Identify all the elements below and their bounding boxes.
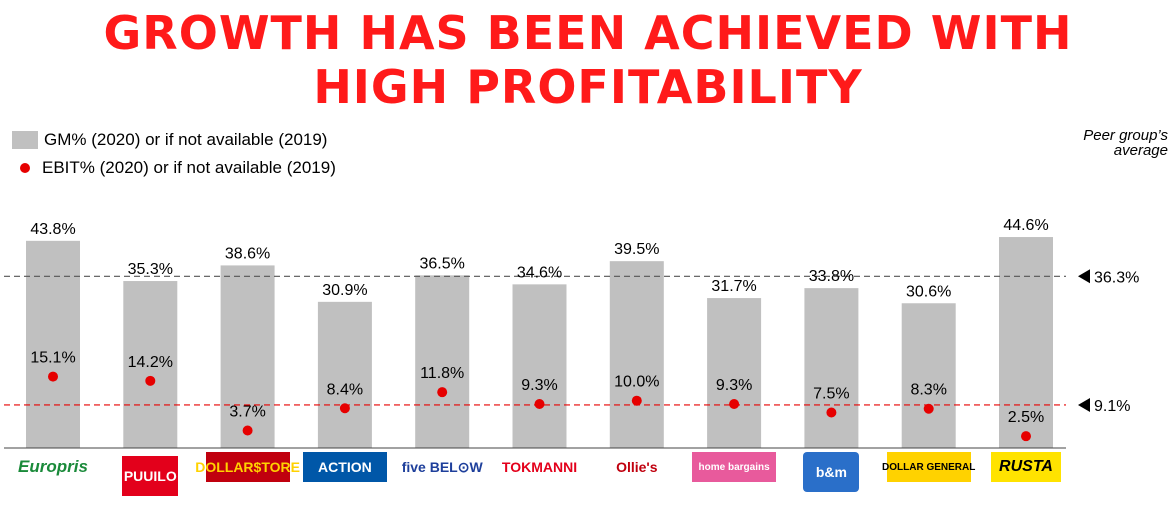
ebit-data-label: 8.3%: [910, 382, 946, 399]
gm-bar: [415, 275, 470, 448]
ebit-data-label: 9.3%: [716, 377, 752, 394]
gm-data-label: 36.5%: [420, 255, 465, 272]
legend-ebit-swatch: [20, 163, 30, 173]
ebit-data-label: 3.7%: [229, 403, 265, 420]
retailer-logo: RUSTA: [991, 452, 1061, 482]
ebit-data-label: 14.2%: [128, 354, 173, 371]
ebit-data-label: 7.5%: [813, 386, 849, 403]
gm-data-label: 30.9%: [322, 282, 367, 299]
gm-data-label: 38.6%: [225, 245, 270, 262]
retailer-logo: DOLLAR$TORE: [195, 452, 300, 482]
retailer-logo: PUUILO: [122, 456, 179, 496]
ebit-data-label: 15.1%: [30, 350, 75, 367]
average-label: 36.3%: [1094, 269, 1139, 286]
ebit-dot: [1021, 431, 1031, 442]
gm-bar: [707, 298, 762, 448]
gm-data-label: 35.3%: [128, 261, 173, 278]
ebit-dot: [923, 403, 934, 414]
gm-bar: [999, 237, 1053, 448]
average-marker-icon: [1078, 397, 1090, 412]
title-line-1: GROWTH HAS BEEN ACHIEVED WITH: [103, 6, 1073, 60]
gm-bar: [512, 284, 567, 448]
ebit-dot: [534, 399, 545, 410]
gm-data-label: 30.6%: [906, 283, 951, 300]
legend-gm-swatch: [12, 131, 38, 149]
ebit-data-label: 10.0%: [614, 374, 659, 391]
gm-bar: [317, 301, 372, 448]
gm-data-label: 31.7%: [711, 278, 756, 295]
gm-data-label: 43.8%: [30, 221, 75, 238]
legend-ebit-label: EBIT% (2020) or if not available (2019): [42, 158, 336, 177]
gm-bar: [220, 265, 275, 448]
gm-bar: [26, 240, 80, 448]
gm-bar: [123, 281, 178, 448]
gm-data-label: 39.5%: [614, 241, 659, 258]
ebit-dot: [339, 403, 350, 414]
title-line-2: HIGH PROFITABILITY: [313, 60, 863, 114]
gm-bar: [609, 261, 664, 448]
ebit-dot: [145, 375, 156, 386]
retailer-logo: Ollie's: [616, 459, 658, 475]
legend-ebit: EBIT% (2020) or if not available (2019): [12, 156, 336, 180]
ebit-data-label: 11.8%: [420, 365, 464, 382]
ebit-dot: [826, 407, 837, 418]
peer-average-label: Peer group’s average: [1083, 127, 1168, 159]
ebit-dot: [631, 395, 642, 406]
retailer-logo: home bargains: [692, 452, 777, 482]
gm-data-label: 33.8%: [809, 268, 854, 285]
retailer-logo: DOLLAR GENERAL: [882, 452, 975, 482]
gm-data-label: 34.6%: [517, 264, 562, 281]
legend-gm-label: GM% (2020) or if not available (2019): [44, 130, 328, 149]
retailer-logo: five BEL⊙W: [401, 458, 483, 475]
ebit-dot: [729, 399, 740, 410]
gm-data-label: 44.6%: [1003, 217, 1048, 234]
retailer-logo: TOKMANNI: [501, 459, 578, 475]
gm-bar: [804, 288, 859, 448]
ebit-data-label: 2.5%: [1008, 409, 1044, 426]
ebit-data-label: 8.4%: [327, 381, 363, 398]
retailer-logo: ACTION: [302, 452, 387, 482]
ebit-data-label: 9.3%: [521, 377, 557, 394]
gm-bar: [901, 303, 956, 448]
retailer-logo: b&m: [803, 452, 860, 492]
ebit-dot: [48, 371, 58, 382]
average-label: 9.1%: [1094, 398, 1130, 415]
ebit-dot: [437, 387, 448, 398]
average-marker-icon: [1078, 269, 1090, 284]
ebit-dot: [242, 425, 253, 436]
retailer-logo: Europris: [18, 457, 88, 476]
legend-gm: GM% (2020) or if not available (2019): [12, 128, 327, 152]
page-title: GROWTH HAS BEEN ACHIEVED WITH HIGH PROFI…: [0, 6, 1176, 114]
